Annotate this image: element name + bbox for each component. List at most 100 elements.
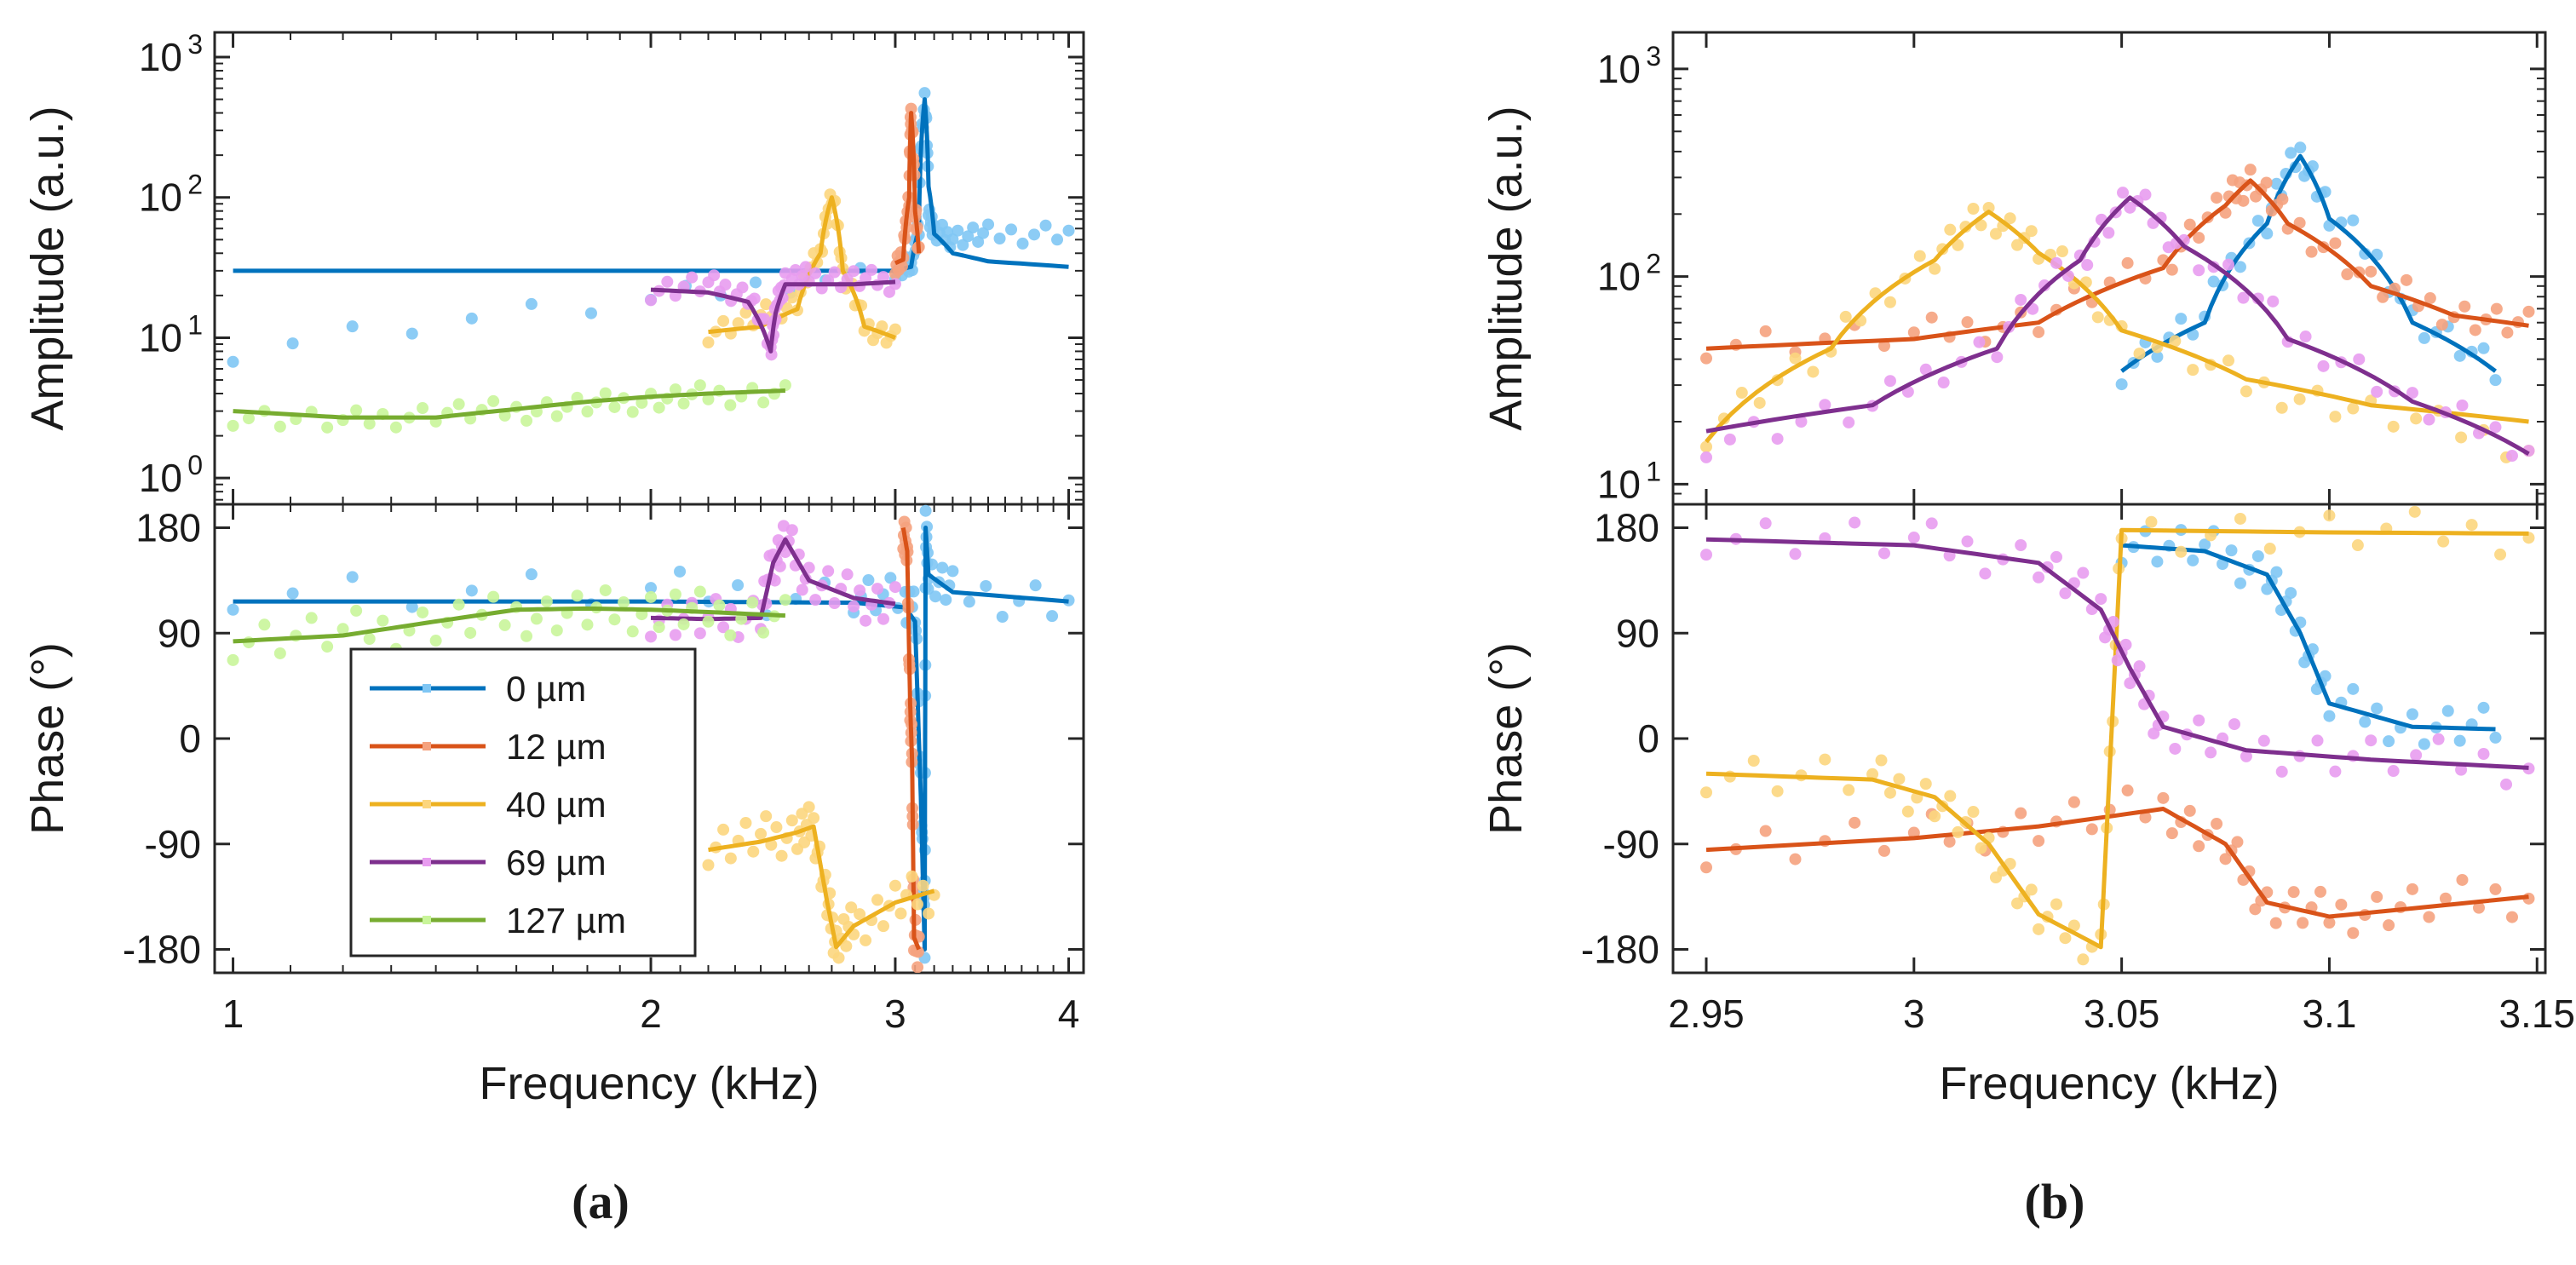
data-point-69um [1907,532,1920,544]
data-point-69um [1759,517,1772,530]
legend-label-69um: 69 µm [506,842,607,883]
data-point-127um [693,379,706,392]
data-point-40um [2025,225,2038,238]
data-point-0um [1029,579,1042,592]
data-point-40um [717,823,730,836]
data-point-12um [2458,300,2471,313]
data-point-69um [2489,421,2502,434]
data-point-12um [2249,903,2262,916]
data-point-12um [2456,873,2469,886]
data-point-0um [2453,734,2466,747]
series-line-12um [1705,178,2529,351]
y-axis-label: Amplitude (a.u.) [22,106,73,430]
data-point-127um [746,596,759,609]
data-point-12um [2211,192,2223,204]
y-tick-label: 90 [1616,611,1659,655]
data-point-69um [822,565,835,578]
data-point-12um [2219,853,2232,865]
panel-label-b: (b) [2025,1174,2085,1229]
data-point-69um [1925,517,1938,530]
data-point-40um [2067,919,2080,932]
data-point-0um [584,307,597,319]
data-point-12um [1907,826,1920,839]
data-point-69um [796,584,808,596]
data-point-0um [227,355,239,368]
data-point-40um [1866,768,1879,780]
data-point-12um [911,946,924,958]
data-point-0um [2234,261,2246,273]
data-point-12um [1759,325,1772,337]
data-point-127um [363,633,376,646]
data-point-0um [929,590,942,603]
data-point-40um [1747,755,1760,768]
data-point-40um [1771,785,1784,797]
series-line-12um [894,111,922,266]
data-point-0um [2251,549,2264,562]
data-point-40um [2455,431,2468,444]
data-point-40um [2293,393,2306,405]
data-point-12um [2490,302,2503,315]
data-point-12um [2157,791,2170,804]
data-point-127um [273,647,286,659]
data-point-40um [2187,364,2199,377]
data-point-40um [732,317,745,330]
data-point-127um [693,585,706,598]
legend: 0 µm 12 µm 40 µm 69 µm 127 µm [349,647,697,957]
data-point-0um [2294,141,2307,154]
data-point-40um [760,298,773,311]
data-point-0um [2441,704,2454,717]
data-point-12um [2276,193,2289,205]
data-point-12um [2377,290,2389,303]
data-point-69um [1973,336,1986,348]
series-line-0um [2120,153,2497,373]
data-point-69um [1877,547,1890,560]
data-point-40um [747,845,760,858]
data-point-12um [1849,816,1861,829]
data-point-69um [809,267,822,279]
data-point-69um [645,294,658,307]
data-point-0um [962,230,975,243]
data-point-0um [2477,701,2490,714]
axes-box [1671,31,2547,506]
data-point-69um [2477,747,2490,760]
panel-label-a: (a) [572,1174,630,1229]
data-point-0um [2489,374,2502,387]
data-point-12um [2335,898,2348,911]
data-point-69um [2353,353,2366,365]
data-point-127um [530,612,543,625]
data-point-40um [2323,509,2336,522]
legend-label-0um: 0 µm [506,669,586,709]
data-point-12um [2067,796,2080,808]
data-point-40um [1735,387,1748,400]
data-point-69um [717,621,730,634]
data-point-69um [1819,399,1831,411]
data-point-12um [2237,194,2250,207]
data-point-69um [828,266,841,279]
data-point-40um [760,810,773,823]
y-tick-label: 10 [139,315,182,359]
data-point-127um [702,615,715,628]
data-point-12um [2015,807,2027,819]
data-point-127um [599,584,612,596]
data-point-40um [917,879,929,892]
series-line-127um [233,388,786,420]
data-point-12um [2371,890,2383,903]
data-point-40um [888,879,901,892]
data-point-0um [2175,313,2188,325]
data-point-40um [860,934,872,946]
data-point-40um [702,859,715,871]
data-point-69um [2124,201,2136,214]
data-point-12um [2406,883,2418,895]
data-point-40um [2033,923,2045,935]
data-point-69um [2237,291,2250,304]
data-point-0um [674,565,687,578]
x-axis-label: Frequency (kHz) [479,1058,819,1109]
x-tick-label: 3.1 [2302,992,2356,1036]
y-tick-exponent: 1 [187,309,203,340]
data-point-69um [2169,742,2182,755]
data-point-12um [1759,825,1772,837]
data-point-69um [802,561,815,574]
data-point-69um [871,583,884,595]
